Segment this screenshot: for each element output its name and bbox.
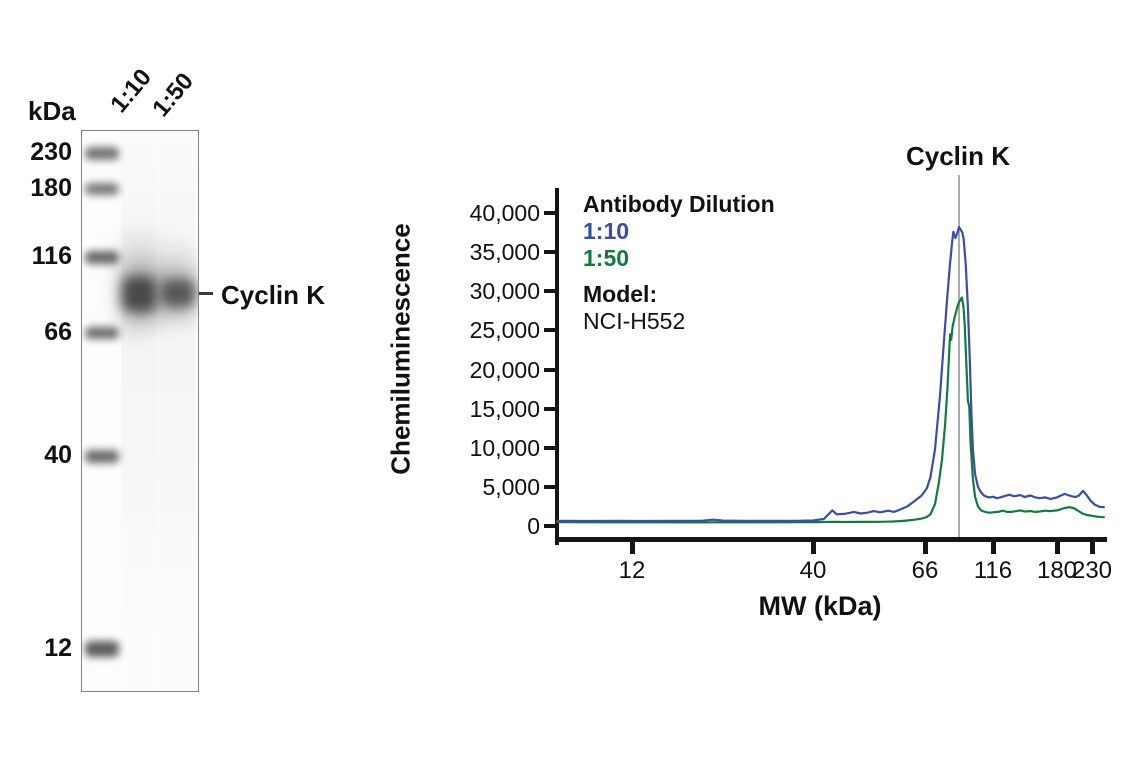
chart-y-axis-title: Chemiluminescence [385,223,416,475]
gel-sample-lane-1 [121,131,158,691]
legend-model-value: NCI-H552 [583,308,686,334]
gel-lane-label-1-10: 1:10 [105,63,157,118]
gel-marker-band-116 [85,250,119,264]
y-tick-0 [544,524,556,528]
y-tick-25000 [544,328,556,333]
chart-x-axis-line [555,537,1107,542]
gel-marker-band-40 [85,449,119,463]
gel-sample-lane-2 [159,131,196,691]
y-tick-label-0: 0 [527,513,540,539]
x-tick-12 [629,542,635,554]
y-tick-30000 [544,289,556,294]
x-tick-label-66: 66 [911,557,939,584]
y-tick-label-35000: 35,000 [469,239,540,266]
legend-model-label: Model: [583,281,658,307]
y-tick-15000 [544,406,556,411]
gel-marker-band-12 [85,641,119,657]
y-tick-35000 [544,250,556,255]
gel-blot-panel [81,130,199,692]
y-tick-label-10000: 10,000 [469,434,540,461]
gel-marker-band-230 [85,146,119,160]
gel-marker-label-116: 116 [31,242,72,270]
x-tick-230 [1089,542,1095,554]
y-tick-20000 [544,367,556,372]
gel-band-lane2-core [160,279,195,307]
gel-marker-band-180 [85,183,119,195]
gel-marker-label-180: 180 [30,174,72,202]
x-tick-66 [922,542,928,554]
y-tick-label-25000: 25,000 [469,317,540,344]
chart-peak-title: Cyclin K [905,141,1011,171]
y-tick-label-30000: 30,000 [469,278,540,305]
chart-y-axis-line [555,188,559,545]
legend-entry-1-50: 1:50 [583,245,630,271]
y-tick-40000 [544,211,556,215]
y-tick-label-15000: 15,000 [469,395,540,422]
legend-entry-1-10: 1:10 [583,218,630,244]
gel-marker-label-66: 66 [44,318,72,346]
x-tick-label-40: 40 [799,557,827,584]
gel-marker-band-66 [85,327,119,339]
y-tick-10000 [544,445,556,450]
x-tick-116 [990,542,996,554]
chart-legend: Antibody Dilution 1:10 1:50 Model: NCI-H5… [583,191,775,335]
legend-title: Antibody Dilution [583,191,775,217]
chart-x-axis-title: MW (kDa) [758,591,882,621]
gel-marker-label-40: 40 [44,441,72,469]
gel-band-lane1-core [122,276,157,312]
gel-marker-label-230: 230 [30,138,72,166]
gel-kda-unit-label: kDa [28,96,76,126]
gel-band-annotation-dash [199,292,213,295]
x-tick-label-230: 230 [1071,557,1113,584]
y-tick-label-5000: 5,000 [482,473,540,500]
x-tick-40 [810,542,816,554]
y-tick-label-20000: 20,000 [469,356,540,383]
gel-lane-label-1-50: 1:50 [147,67,199,122]
x-tick-label-12: 12 [618,557,646,584]
x-tick-label-180: 180 [1036,557,1078,584]
gel-marker-label-12: 12 [44,634,72,662]
x-tick-label-116: 116 [973,557,1013,584]
gel-band-annotation-label: Cyclin K [221,280,326,310]
y-tick-5000 [544,484,556,489]
x-tick-180 [1054,542,1060,554]
y-tick-label-40000: 40,000 [469,200,540,226]
